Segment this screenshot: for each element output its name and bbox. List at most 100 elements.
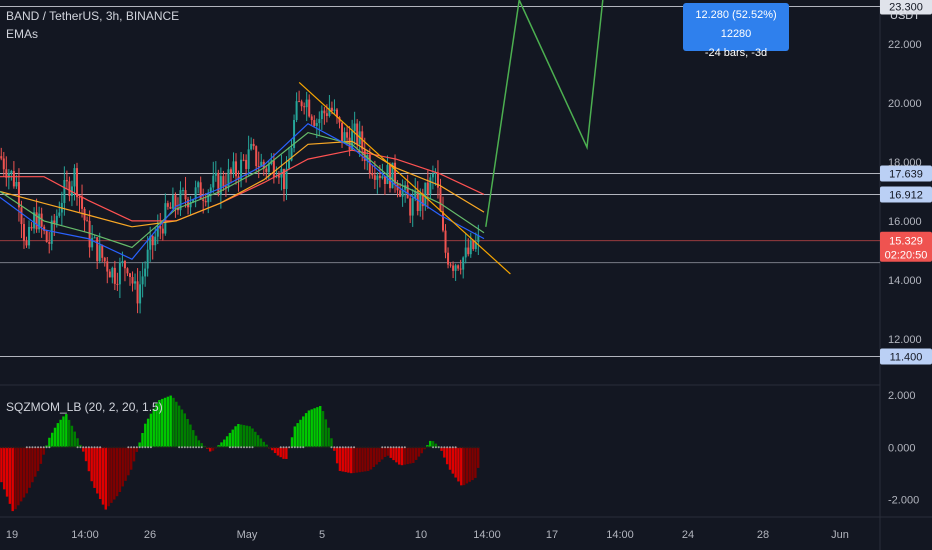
candle-body [459, 268, 462, 270]
squeeze-dot [155, 446, 158, 449]
momentum-bar [242, 425, 246, 448]
momentum-bar [67, 419, 71, 448]
squeeze-dot [39, 446, 42, 449]
momentum-bar [3, 447, 6, 490]
squeeze-dot [138, 446, 141, 449]
squeeze-dot [116, 446, 119, 449]
candle-body [457, 265, 460, 269]
candle-body [212, 175, 215, 188]
candle-body [224, 186, 227, 188]
squeeze-dot [437, 446, 440, 449]
squeeze-dot [178, 446, 181, 449]
squeeze-dot [31, 446, 34, 449]
momentum-bar [358, 447, 361, 473]
squeeze-dot [166, 446, 169, 449]
squeeze-dot [324, 446, 327, 449]
candle-body [98, 245, 101, 262]
squeeze-dot [220, 446, 223, 449]
squeeze-dot [296, 446, 299, 449]
candle-body [313, 120, 316, 126]
squeeze-dot [195, 446, 198, 449]
momentum-bar [395, 447, 398, 463]
momentum-bar [149, 413, 153, 448]
last-price-tag [880, 231, 932, 262]
candle-body [189, 202, 192, 208]
time-tick-label: 14:00 [473, 529, 501, 541]
oscillator-label[interactable]: SQZMOM_LB (20, 2, 20, 1.5) [6, 400, 163, 414]
momentum-bar [352, 447, 356, 474]
momentum-bar [107, 447, 110, 507]
candle-body [383, 176, 386, 184]
time-tick-label: 5 [319, 529, 325, 541]
momentum-bar [200, 443, 203, 448]
momentum-bar [341, 447, 344, 472]
squeeze-dot [468, 446, 471, 449]
candle-body [260, 161, 263, 167]
candle-body [434, 172, 437, 174]
squeeze-dot [192, 446, 195, 449]
momentum-bar [50, 432, 54, 448]
symbol-title[interactable]: BAND / TetherUS, 3h, BINANCE [6, 9, 180, 23]
squeeze-dot [367, 446, 370, 449]
candle-body [414, 191, 417, 198]
candle-body [116, 283, 119, 285]
level-price-label: 11.400 [890, 352, 923, 364]
candle-body [68, 181, 71, 197]
candle-body [204, 200, 207, 203]
candle-body [449, 264, 452, 266]
candle-body [63, 180, 66, 204]
momentum-bar [285, 447, 288, 459]
candle-body [154, 236, 157, 246]
momentum-bar [28, 447, 31, 488]
time-tick-label: 14:00 [606, 529, 634, 541]
candle-body [416, 191, 419, 211]
momentum-bar [14, 447, 17, 510]
candle-body [209, 187, 212, 193]
candle-body [436, 172, 439, 188]
candle-body [81, 197, 84, 209]
squeeze-dot [68, 446, 71, 449]
candle-body [118, 262, 121, 285]
momentum-bar [457, 447, 460, 482]
candle-body [108, 271, 111, 278]
squeeze-dot [65, 446, 68, 449]
indicator-label[interactable]: EMAs [6, 27, 39, 41]
candle-body [25, 240, 28, 246]
momentum-bar [5, 447, 9, 497]
measure-line-1: 12.280 (52.52%) 12280 [695, 9, 777, 40]
candle-body [454, 265, 457, 271]
squeeze-dot [313, 446, 316, 449]
momentum-bar [158, 400, 161, 448]
squeeze-dot [96, 446, 99, 449]
candle-body [368, 154, 371, 174]
candle-body [290, 147, 293, 161]
squeeze-dot [231, 446, 234, 449]
ema-line [0, 149, 485, 222]
momentum-bar [101, 447, 105, 505]
candle-body [282, 168, 285, 189]
candle-body [318, 119, 321, 124]
momentum-bar [445, 447, 449, 465]
squeeze-dot [99, 446, 102, 449]
candle-body [0, 156, 3, 159]
candle-body [106, 261, 109, 272]
squeeze-dot [183, 446, 186, 449]
measure-line-2: -24 bars, -3d [704, 47, 768, 59]
momentum-bar [383, 447, 387, 457]
momentum-bar [460, 447, 463, 486]
momentum-bar [96, 447, 99, 494]
momentum-bar [262, 441, 265, 448]
candle-body [401, 189, 404, 197]
measure-tooltip: 12.280 (52.52%) 12280 -24 bars, -3d [683, 3, 789, 59]
momentum-bar [282, 447, 285, 459]
momentum-bar [248, 426, 251, 448]
momentum-bar [378, 447, 381, 462]
candle-body [121, 261, 124, 263]
momentum-bar [17, 447, 20, 506]
axes: 12.000 14.000 16.000 18.000 20.000 22.000 19 14… [6, 39, 922, 541]
drawings[interactable] [298, 0, 604, 275]
last-price-label: 15.329 [889, 236, 923, 248]
momentum-bar [316, 407, 319, 448]
squeeze-dot [87, 446, 90, 449]
